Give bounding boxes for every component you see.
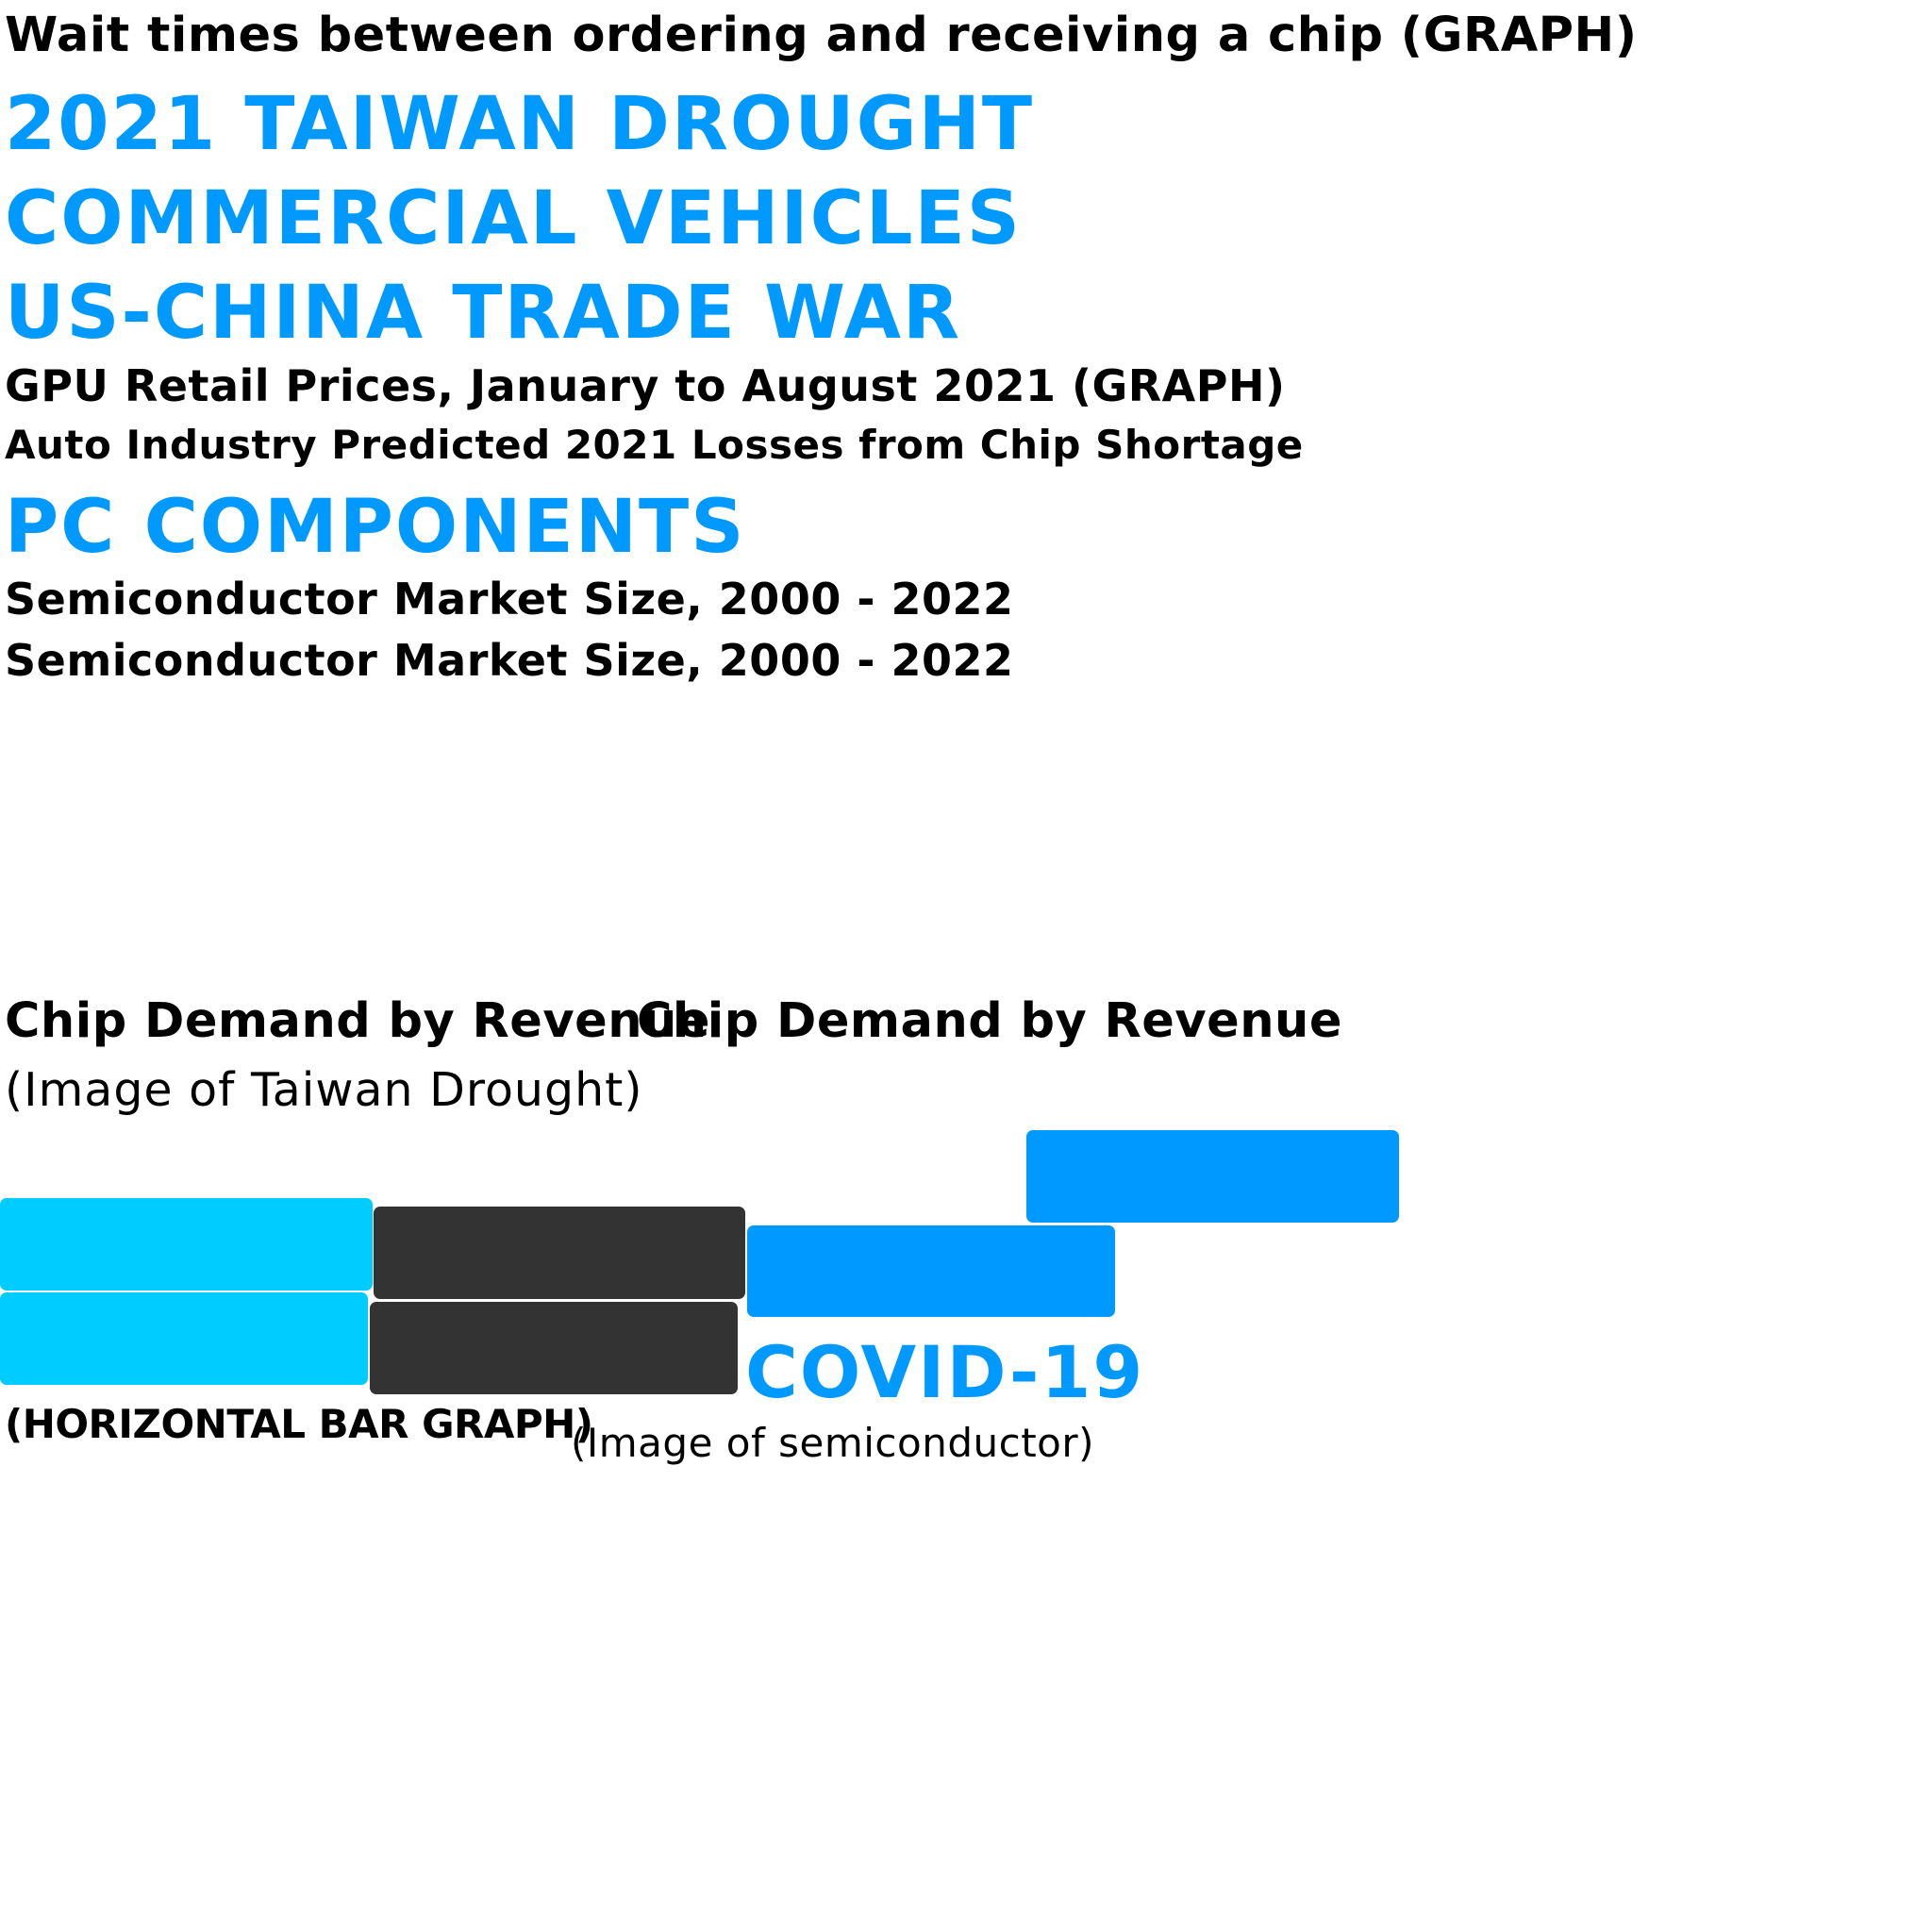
covid-heading: COVID-19: [745, 1330, 1145, 1414]
chip-demand-heading-1: Chip Demand by Revenue: [5, 993, 710, 1049]
auto-losses-heading: Auto Industry Predicted 2021 Losses from…: [5, 422, 1304, 468]
chip-demand-heading-2: Chip Demand by Revenue: [637, 993, 1342, 1049]
dark-block-top: [374, 1207, 745, 1299]
gpu-prices-heading: GPU Retail Prices, January to August 202…: [5, 360, 1286, 411]
commercial-vehicles-heading: COMMERCIAL VEHICLES: [5, 176, 1022, 261]
horizontal-bar-graph-label: (HORIZONTAL BAR GRAPH): [5, 1401, 593, 1447]
dark-block-bottom: [370, 1302, 738, 1394]
cyan-block-top: [0, 1198, 373, 1291]
taiwan-drought-image-caption: (Image of Taiwan Drought): [5, 1063, 643, 1117]
blue-block-upper-right: [1026, 1130, 1399, 1223]
semiconductor-image-caption: (Image of semiconductor): [571, 1420, 1095, 1466]
market-size-heading-1: Semiconductor Market Size, 2000 - 2022: [5, 574, 1014, 625]
market-size-heading-2: Semiconductor Market Size, 2000 - 2022: [5, 635, 1014, 686]
taiwan-drought-heading: 2021 TAIWAN DROUGHT: [5, 82, 1035, 167]
us-china-trade-war-heading: US-CHINA TRADE WAR: [5, 271, 962, 356]
blue-block-middle: [747, 1225, 1115, 1317]
cyan-block-bottom: [0, 1292, 368, 1385]
pc-components-heading: PC COMPONENTS: [5, 485, 746, 570]
wait-times-heading: Wait times between ordering and receivin…: [5, 8, 1638, 63]
